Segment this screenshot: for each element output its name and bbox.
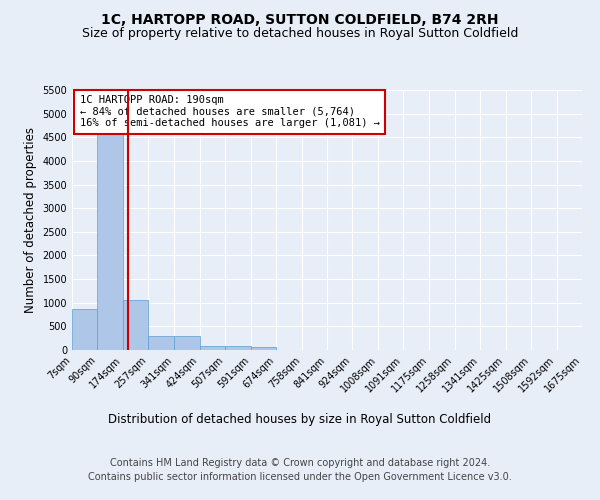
Bar (174, 336, 199, 350)
Text: Size of property relative to detached houses in Royal Sutton Coldfield: Size of property relative to detached ho… (82, 28, 518, 40)
Bar (225, 346, 251, 350)
Text: Contains HM Land Registry data © Crown copyright and database right 2024.: Contains HM Land Registry data © Crown c… (110, 458, 490, 468)
Y-axis label: Number of detached properties: Number of detached properties (24, 127, 37, 313)
Bar (251, 348, 276, 350)
Bar (148, 336, 174, 350)
Bar (123, 300, 148, 350)
Text: Contains public sector information licensed under the Open Government Licence v3: Contains public sector information licen… (88, 472, 512, 482)
Bar (199, 346, 225, 350)
Text: Distribution of detached houses by size in Royal Sutton Coldfield: Distribution of detached houses by size … (109, 412, 491, 426)
Bar (97, 134, 123, 350)
Bar (72, 309, 97, 350)
Text: 1C, HARTOPP ROAD, SUTTON COLDFIELD, B74 2RH: 1C, HARTOPP ROAD, SUTTON COLDFIELD, B74 … (101, 12, 499, 26)
Text: 1C HARTOPP ROAD: 190sqm
← 84% of detached houses are smaller (5,764)
16% of semi: 1C HARTOPP ROAD: 190sqm ← 84% of detache… (80, 95, 380, 128)
